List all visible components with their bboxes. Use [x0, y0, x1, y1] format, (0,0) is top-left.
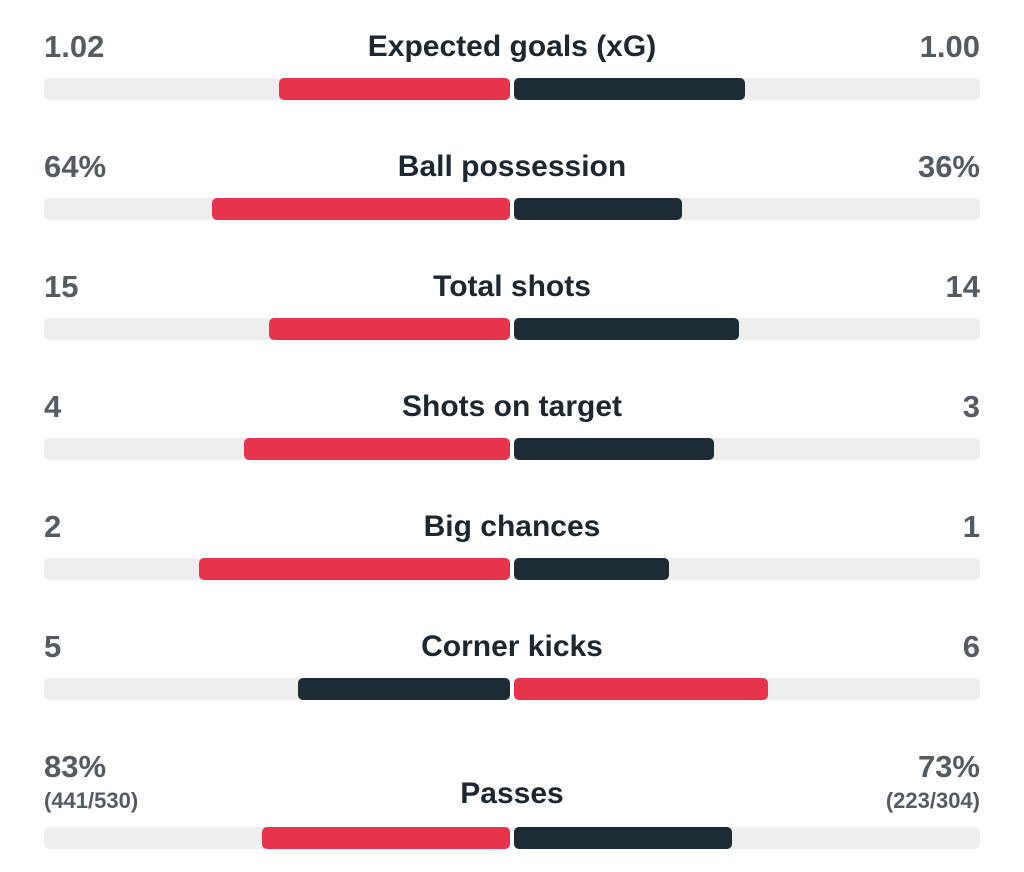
stat-label: Passes	[460, 777, 564, 810]
away-bar-track	[514, 318, 980, 340]
away-bar-fill	[514, 78, 745, 100]
away-bar-track	[514, 827, 980, 849]
away-value: 3	[962, 389, 980, 424]
stat-label: Big chances	[423, 510, 601, 543]
away-value: 14	[945, 269, 980, 304]
home-pass-detail: (441/530)	[44, 788, 139, 813]
home-bar-fill	[199, 558, 510, 580]
away-value: 73%	[917, 749, 980, 784]
home-bar-track	[44, 318, 510, 340]
away-value: 6	[962, 629, 980, 664]
home-value: 64%	[44, 149, 107, 184]
stat-row-shots-on-target: 4 Shots on target 3	[44, 360, 980, 470]
stat-row-big-chances: 2 Big chances 1	[44, 480, 980, 590]
stat-row-total-shots: 15 Total shots 14	[44, 240, 980, 350]
away-bar-fill	[514, 438, 714, 460]
away-bar-fill	[514, 198, 682, 220]
away-bar-fill	[514, 318, 739, 340]
stat-label: Total shots	[433, 270, 591, 303]
home-value: 4	[44, 389, 62, 424]
away-bar-track	[514, 78, 980, 100]
stat-row-expected-goals: 1.02 Expected goals (xG) 1.00	[44, 0, 980, 110]
stat-row-passes: 83% (441/530) Passes 73% (223/304)	[44, 720, 980, 868]
away-value: 36%	[917, 149, 980, 184]
stat-label: Expected goals (xG)	[367, 30, 657, 63]
away-bar-track	[514, 678, 980, 700]
stat-row-corner-kicks: 5 Corner kicks 6	[44, 600, 980, 710]
home-value: 2	[44, 509, 62, 544]
home-bar-fill	[269, 318, 510, 340]
away-value: 1	[962, 509, 980, 544]
home-bar-track	[44, 78, 510, 100]
home-bar-track	[44, 438, 510, 460]
away-pass-detail: (223/304)	[885, 788, 980, 813]
home-bar-fill	[279, 78, 510, 100]
stat-label: Ball possession	[397, 150, 627, 183]
home-value: 15	[44, 269, 79, 304]
stat-row-ball-possession: 64% Ball possession 36%	[44, 120, 980, 230]
home-bar-track	[44, 198, 510, 220]
home-bar-fill	[244, 438, 510, 460]
stat-label: Corner kicks	[421, 630, 603, 663]
away-bar-fill	[514, 678, 768, 700]
home-bar-track	[44, 558, 510, 580]
away-bar-track	[514, 438, 980, 460]
away-bar-fill	[514, 558, 669, 580]
away-value: 1.00	[919, 29, 980, 64]
home-value: 5	[44, 629, 62, 664]
stat-label: Shots on target	[401, 390, 622, 423]
away-bar-fill	[514, 827, 732, 849]
home-bar-fill	[212, 198, 510, 220]
home-value: 1.02	[44, 29, 105, 64]
away-bar-track	[514, 558, 980, 580]
home-bar-fill	[262, 827, 510, 849]
away-bar-track	[514, 198, 980, 220]
home-value: 83%	[44, 749, 107, 784]
home-bar-track	[44, 827, 510, 849]
home-bar-track	[44, 678, 510, 700]
home-bar-fill	[298, 678, 510, 700]
